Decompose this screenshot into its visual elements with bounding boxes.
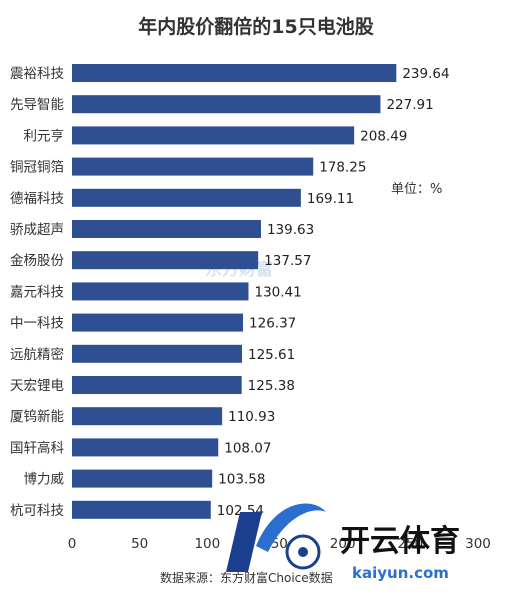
value-label: 227.91 [386,97,433,113]
category-label: 震裕科技 [10,66,64,82]
category-label: 杭可科技 [10,503,64,519]
category-label: 利元亨 [24,127,65,144]
category-label: 国轩高科 [10,439,64,456]
category-label: 骄成超声 [10,222,64,238]
bar [72,188,301,207]
value-label: 125.38 [248,378,295,394]
value-label: 178.25 [319,160,366,176]
bar [72,344,242,363]
bar-group [72,64,397,519]
logo-k-shape [226,512,262,572]
x-tick-label: 250 [397,536,423,552]
value-label: 110.93 [228,409,275,425]
category-label: 中一科技 [10,316,64,332]
value-label: 169.11 [307,191,354,207]
logo-mark [226,503,326,572]
category-label: 厦钨新能 [10,409,64,425]
category-label: 德福科技 [10,191,64,207]
bar [72,157,314,176]
value-label: 103.58 [218,472,265,488]
bar [72,64,397,82]
x-tick-label: 0 [68,536,77,552]
bar [72,95,381,114]
category-label: 博力威 [24,471,65,488]
x-tick-label: 50 [131,536,148,552]
unit-label: 单位：% [391,182,442,197]
value-label: 137.57 [264,253,311,269]
value-labels: 239.64 227.91 208.49 178.25 169.11 139.63 137.… [217,66,450,519]
value-label: 108.07 [224,440,271,456]
bar [72,313,244,332]
bar [72,376,242,394]
value-label: 239.64 [402,66,449,82]
category-label: 铜冠铜箔 [10,160,64,176]
category-label: 嘉元科技 [10,284,64,300]
bar [72,282,249,301]
bar [72,407,223,426]
category-label: 金杨股份 [10,253,64,269]
bar [72,438,219,457]
value-label: 208.49 [360,128,407,144]
logo-ball-center [298,547,308,557]
category-label: 天宏锂电 [10,378,64,394]
value-label: 139.63 [267,222,314,238]
bar [72,500,211,519]
source-note: 数据来源：东方财富Choice数据 [160,570,333,585]
x-axis-ticks: 0 50 100 150 200 250 300 [68,536,491,552]
x-tick-label: 300 [465,536,491,552]
x-tick-label: 200 [330,536,356,552]
brand-logo: 开云体育 kaiyun.com [226,503,460,582]
bar [72,469,213,488]
logo-swoosh [256,503,326,552]
logo-domain: kaiyun.com [352,564,449,582]
value-label: 126.37 [249,316,296,332]
value-label: 125.61 [248,347,295,363]
bar [72,126,355,145]
category-labels: 震裕科技先导智能利元亨铜冠铜箔德福科技骄成超声金杨股份嘉元科技中一科技远航精密天… [10,66,64,519]
category-label: 远航精密 [10,346,64,363]
x-tick-label: 100 [194,536,220,552]
value-label: 130.41 [254,284,301,300]
bar [72,251,259,270]
bar [72,220,261,238]
logo-name: 开云体育 [340,524,460,559]
chart-title: 年内股价翻倍的15只电池股 [138,15,373,38]
category-label: 先导智能 [10,97,64,113]
